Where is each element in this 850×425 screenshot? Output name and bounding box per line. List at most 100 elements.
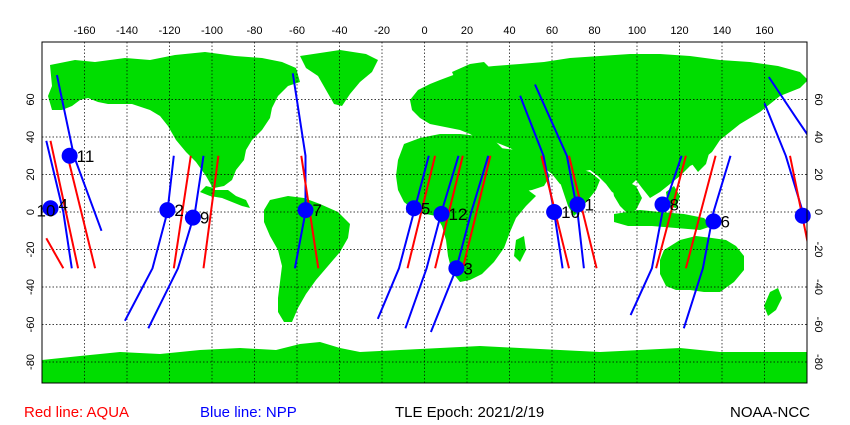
aqua-legend-label: Red line: AQUA (24, 404, 130, 421)
npp-track (376, 155, 430, 320)
lon-tick-label: 140 (713, 25, 731, 37)
npp-track (404, 155, 460, 329)
lon-tick-label: -140 (116, 25, 138, 37)
lon-tick-label: -160 (73, 25, 95, 37)
aqua-track (684, 155, 717, 269)
lat-tick-label-left: -80 (25, 354, 37, 370)
pass-number-label: 12 (449, 205, 468, 224)
lat-tick-label-right: -80 (812, 354, 824, 370)
satellite-marker (794, 207, 811, 224)
lat-tick-label-left: 60 (25, 93, 37, 105)
lon-tick-label: 160 (755, 25, 773, 37)
lat-tick-label-right: -40 (812, 279, 824, 295)
aqua-track (789, 155, 807, 245)
pass-number-label: 1 (585, 196, 594, 215)
pass-number-label: 11 (77, 147, 95, 166)
land-eurasia (410, 54, 807, 198)
lon-tick-label: 80 (588, 25, 600, 37)
land-north-america (48, 52, 300, 208)
lat-tick-label-left: -20 (25, 242, 37, 258)
lon-tick-label: -40 (332, 25, 348, 37)
lat-tick-label-left: 0 (25, 209, 37, 215)
land-australia (660, 236, 744, 292)
land-indochina (612, 180, 642, 214)
lat-tick-label-right: 20 (812, 168, 824, 180)
lat-tick-label-left: -40 (25, 279, 37, 295)
map-frame (41, 41, 808, 384)
npp-track (124, 155, 175, 322)
satellite-marker (42, 200, 59, 217)
aqua-track (49, 140, 80, 269)
aqua-track (568, 155, 598, 269)
npp-track (767, 76, 807, 136)
land-britain (414, 90, 430, 112)
lon-tick-label: 100 (628, 25, 646, 37)
satellite-marker (705, 213, 722, 230)
credit-label: NOAA-NCC (730, 404, 811, 421)
tle-epoch-label: TLE Epoch: 2021/2/19 (395, 404, 545, 421)
satellite-marker (184, 209, 201, 226)
lat-tick-label-right: 60 (812, 93, 824, 105)
aqua-track (172, 155, 192, 269)
lon-tick-label: 60 (546, 25, 558, 37)
lon-tick-label: -80 (247, 25, 263, 37)
pass-number-label: 8 (670, 196, 679, 215)
lon-tick-label: 120 (670, 25, 688, 37)
pass-number-label: 3 (463, 259, 472, 278)
pass-number-label: 2 (174, 201, 183, 220)
lon-tick-label: -60 (289, 25, 305, 37)
lat-tick-label-right: -60 (812, 317, 824, 333)
aqua-track (45, 237, 65, 269)
aqua-track (406, 155, 437, 269)
land-madagascar (514, 236, 526, 262)
lat-tick-label-left: 20 (25, 168, 37, 180)
aqua-track (202, 155, 220, 269)
satellite-marker (448, 260, 465, 277)
land-new-zealand (764, 288, 782, 316)
satellite-marker (405, 200, 422, 217)
axis-labels: -160 -140 -120 -100 -80 -60 -40 -20 0 20 40 60 80 100… (25, 25, 824, 370)
aqua-track (461, 155, 492, 269)
satellite-marker (433, 205, 450, 222)
pass-number-label: 10 (37, 201, 56, 220)
pass-number-label: 5 (421, 199, 430, 218)
lon-tick-label: -120 (158, 25, 180, 37)
orbit-tracks (45, 73, 807, 333)
npp-legend-label: Blue line: NPP (200, 404, 297, 421)
land-greenland (300, 50, 378, 106)
satellite-marker (546, 204, 563, 220)
npp-track (682, 155, 732, 329)
pass-number-label: 9 (200, 209, 209, 228)
pass-number-label: 7 (313, 201, 322, 220)
satellite-marker (654, 196, 671, 213)
aqua-track (66, 155, 97, 269)
npp-track (629, 155, 683, 316)
lat-tick-label-right: -20 (812, 242, 824, 258)
satellite-marker (61, 147, 78, 164)
land-scandinavia (452, 62, 492, 104)
land-south-america (264, 196, 350, 322)
npp-track (147, 155, 205, 329)
land-antarctica (42, 342, 807, 383)
satellite-marker (297, 202, 314, 219)
lon-tick-label: 20 (461, 25, 473, 37)
lat-tick-label-right: 40 (812, 131, 824, 143)
satellite-marker (569, 196, 586, 213)
lon-tick-label: -100 (201, 25, 223, 37)
satellite-marker (159, 202, 176, 219)
aqua-track (655, 155, 687, 269)
lat-tick-label-right: 0 (812, 209, 824, 215)
npp-track (534, 84, 585, 269)
pass-number-label: 6 (721, 212, 730, 231)
npp-track (429, 155, 490, 333)
lon-tick-label: 40 (503, 25, 515, 37)
npp-track (45, 140, 73, 269)
land-indonesia (614, 210, 712, 230)
pass-number-label: 4 (59, 195, 68, 214)
lon-tick-label: 0 (421, 25, 427, 37)
lat-tick-label-left: -60 (25, 317, 37, 333)
lon-tick-label: -20 (374, 25, 390, 37)
lat-tick-label-left: 40 (25, 131, 37, 143)
